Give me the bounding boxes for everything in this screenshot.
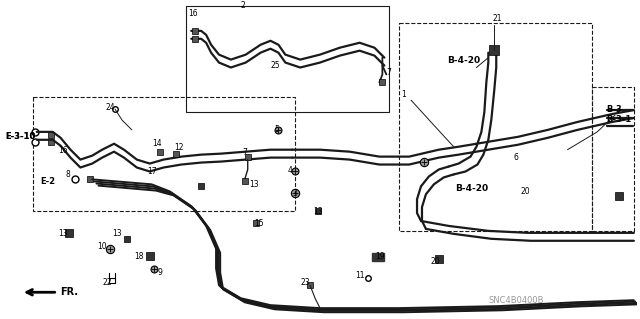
- Text: E-3-10: E-3-10: [5, 132, 35, 141]
- Text: SNC4B0400B: SNC4B0400B: [488, 296, 544, 305]
- Text: 7: 7: [387, 69, 391, 78]
- Text: 23: 23: [300, 278, 310, 287]
- Bar: [592, 87, 634, 231]
- Text: E-2: E-2: [40, 177, 55, 186]
- Text: 9: 9: [157, 268, 162, 278]
- Text: 11: 11: [355, 271, 364, 280]
- Text: 2: 2: [241, 1, 245, 10]
- Text: B-4-20: B-4-20: [447, 56, 480, 64]
- Text: 22: 22: [102, 278, 112, 287]
- Text: 7: 7: [243, 148, 247, 157]
- Bar: [372, 253, 385, 261]
- Text: 20: 20: [520, 187, 530, 196]
- Text: 19: 19: [376, 252, 385, 261]
- Bar: [186, 6, 389, 112]
- Text: 12: 12: [175, 143, 184, 152]
- Text: 18: 18: [134, 252, 143, 261]
- Text: 3: 3: [293, 189, 298, 198]
- Text: 25: 25: [271, 61, 280, 70]
- Text: 5: 5: [274, 125, 279, 134]
- Text: B-3: B-3: [606, 105, 622, 114]
- Text: 24: 24: [106, 103, 115, 112]
- Text: 13: 13: [112, 229, 122, 238]
- Text: 20: 20: [430, 256, 440, 265]
- Text: FR.: FR.: [61, 287, 79, 297]
- Bar: [33, 97, 295, 211]
- Text: B-4-20: B-4-20: [454, 184, 488, 193]
- Text: 14: 14: [152, 139, 161, 148]
- Text: 21: 21: [493, 14, 502, 23]
- Text: 16: 16: [188, 9, 198, 18]
- Text: 17: 17: [147, 167, 157, 176]
- Text: B-3-1: B-3-1: [606, 115, 632, 124]
- Bar: [399, 23, 592, 231]
- Text: 13: 13: [58, 229, 67, 238]
- Text: 10: 10: [97, 242, 107, 251]
- Text: 1: 1: [401, 90, 406, 99]
- Text: 6: 6: [514, 152, 518, 162]
- Text: 16: 16: [58, 146, 67, 155]
- Text: 13: 13: [313, 207, 323, 216]
- Text: E-3-10: E-3-10: [5, 132, 35, 141]
- Text: 13: 13: [249, 180, 259, 189]
- Text: 8: 8: [65, 170, 70, 179]
- Text: 15: 15: [254, 219, 264, 228]
- Text: 4: 4: [288, 167, 292, 175]
